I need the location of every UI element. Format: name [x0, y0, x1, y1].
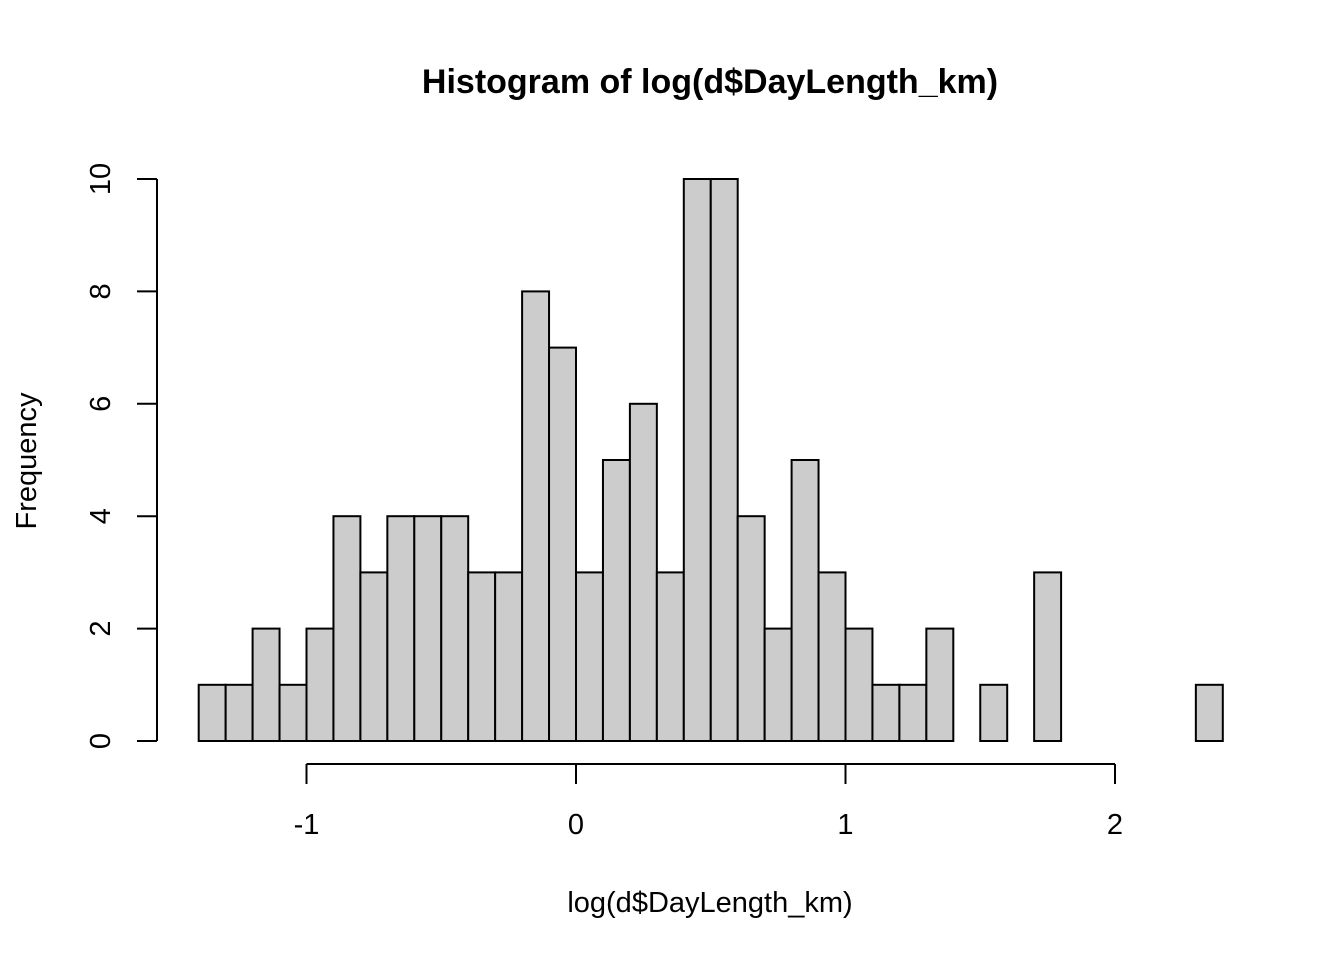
histogram-bar [440, 515, 470, 743]
y-tick-label: 4 [85, 508, 117, 524]
histogram-bar [494, 571, 524, 743]
chart-title: Histogram of log(d$DayLength_km) [422, 63, 998, 101]
histogram-bar [359, 571, 389, 743]
x-axis: -1 0 1 2 [294, 763, 1123, 841]
histogram-bar [413, 515, 443, 743]
y-axis-label: Frequency [11, 392, 43, 530]
histogram-bar [979, 683, 1009, 742]
y-tick-label: 6 [85, 396, 117, 412]
x-tick-label: 0 [568, 809, 584, 841]
histogram-bar [601, 459, 631, 742]
histogram-bar [682, 178, 712, 742]
histogram-bar [305, 627, 335, 742]
histogram-bar [1194, 683, 1224, 742]
histogram-bar [332, 515, 362, 743]
histogram-bar [278, 683, 308, 742]
histogram-bar [790, 459, 820, 742]
x-tick-label: -1 [294, 809, 320, 841]
histogram-bar [871, 683, 901, 742]
histogram-bar [521, 290, 551, 742]
histogram-bar [467, 571, 497, 743]
y-tick-label: 2 [85, 621, 117, 637]
histogram-bar [386, 515, 416, 743]
histogram-bar [898, 683, 928, 742]
histogram-bar [548, 346, 577, 742]
y-tick-label: 10 [85, 163, 117, 195]
y-tick-label: 0 [85, 733, 117, 749]
bars-group [197, 178, 1224, 743]
histogram-bar [709, 178, 739, 742]
histogram-bar [197, 683, 227, 742]
histogram-bar [251, 627, 281, 742]
histogram-bar [817, 571, 847, 743]
x-tick-label: 1 [837, 809, 853, 841]
x-axis-label: log(d$DayLength_km) [567, 887, 852, 919]
histogram-bar [628, 402, 658, 742]
histogram-bar [925, 627, 955, 742]
histogram-bar [736, 515, 766, 743]
histogram-bar [655, 571, 685, 743]
histogram-bar [1033, 571, 1063, 743]
histogram-bar [763, 627, 793, 742]
histogram-bar [224, 683, 254, 742]
y-tick-label: 8 [85, 283, 117, 299]
y-axis: 0 2 4 6 8 10 [85, 163, 158, 749]
histogram-bar [844, 627, 874, 742]
x-tick-label: 2 [1107, 809, 1123, 841]
histogram-bar [575, 571, 604, 743]
